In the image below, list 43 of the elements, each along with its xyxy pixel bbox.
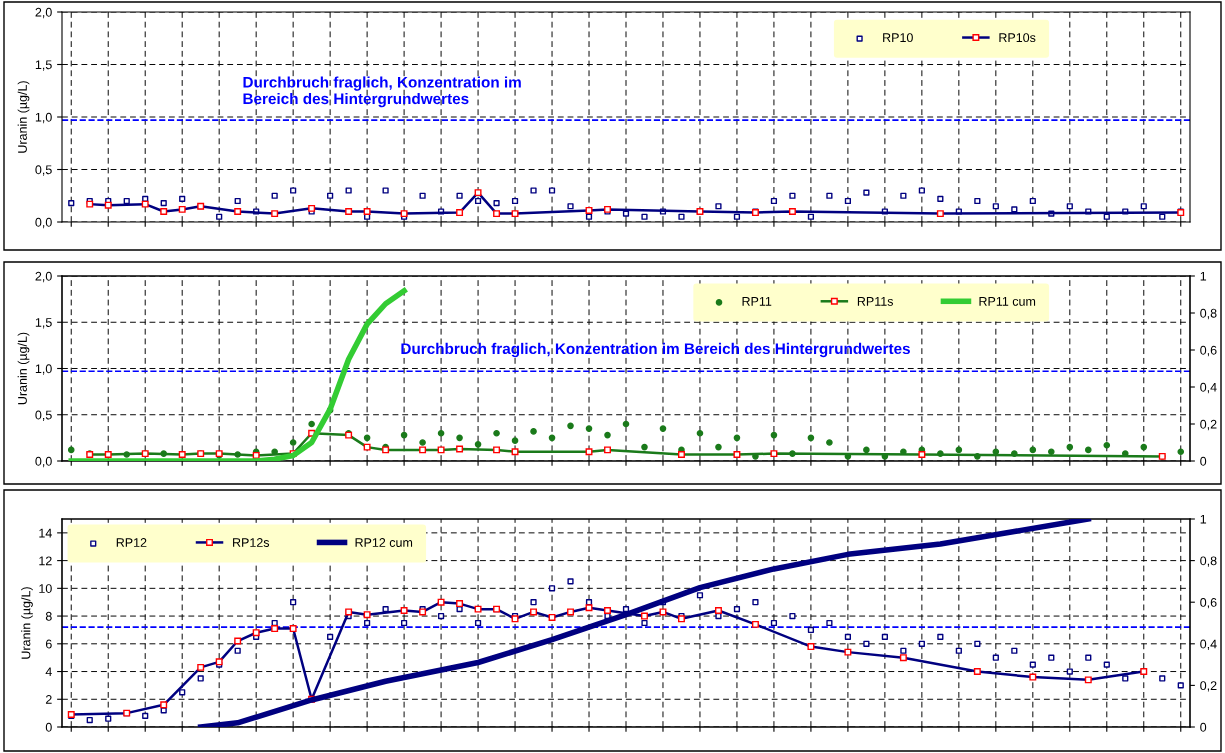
legend-label: RP12	[116, 538, 147, 547]
legend-label: RP10	[883, 33, 913, 43]
legend-label: RP12 cum	[355, 538, 413, 547]
y2-tick-label: 1	[1200, 271, 1207, 281]
y2-tick-label: 0,4	[1200, 639, 1217, 650]
annotation: Durchbruch fraglich, Konzentration im Bereich des Hintergrundwertes	[401, 342, 910, 358]
y-tick-label: 2,0	[35, 7, 52, 19]
annotation: Durchbruch fraglich, Konzentration im Bereich des Hintergrundwertes	[243, 76, 521, 108]
y-tick-label: 1,0	[35, 364, 52, 375]
y-axis-title: Uranin (µg/L)	[17, 81, 30, 153]
y2-tick-label: 1	[1200, 514, 1207, 524]
y-tick-label: 2	[45, 695, 52, 704]
y-axis-title: Uranin (µg/L)	[21, 587, 33, 659]
y-tick-label: 2,0	[35, 271, 52, 283]
y-tick-label: 1,5	[35, 318, 52, 329]
y2-tick-label: 0,8	[1200, 308, 1217, 320]
y2-tick-label: 0,4	[1200, 382, 1217, 394]
y-tick-label: 1,0	[35, 112, 52, 124]
y-tick-label: 0,5	[35, 410, 52, 421]
y-tick-label: 6	[45, 639, 52, 649]
y-tick-label: 1,5	[35, 60, 52, 71]
legend-label: RP11	[742, 297, 772, 306]
y-tick-label: 12	[39, 556, 52, 566]
y2-tick-label: 0	[1200, 456, 1207, 466]
legend-label: RP10s	[999, 33, 1036, 43]
y-tick-label: 4	[45, 667, 52, 677]
y-tick-label: 0,0	[35, 217, 52, 229]
y2-tick-label: 0,2	[1200, 681, 1217, 692]
legend-label: RP11 cum	[979, 297, 1036, 306]
y-tick-label: 14	[39, 528, 52, 538]
y2-tick-label: 0,6	[1200, 598, 1217, 609]
y-tick-label: 10	[39, 584, 52, 593]
y-tick-label: 0,0	[35, 456, 52, 468]
y2-tick-label: 0,2	[1200, 419, 1217, 431]
y-axis-title: Uranin (µg/L)	[17, 332, 30, 405]
legend-label: RP12s	[233, 538, 270, 547]
y2-tick-label: 0	[1200, 722, 1207, 732]
y-tick-label: 0,5	[35, 165, 52, 176]
y-tick-label: 0	[45, 722, 52, 732]
y-tick-label: 8	[45, 611, 52, 621]
y2-tick-label: 0,8	[1200, 556, 1217, 567]
legend-label: RP11s	[857, 297, 894, 306]
y2-tick-label: 0,6	[1200, 345, 1217, 357]
